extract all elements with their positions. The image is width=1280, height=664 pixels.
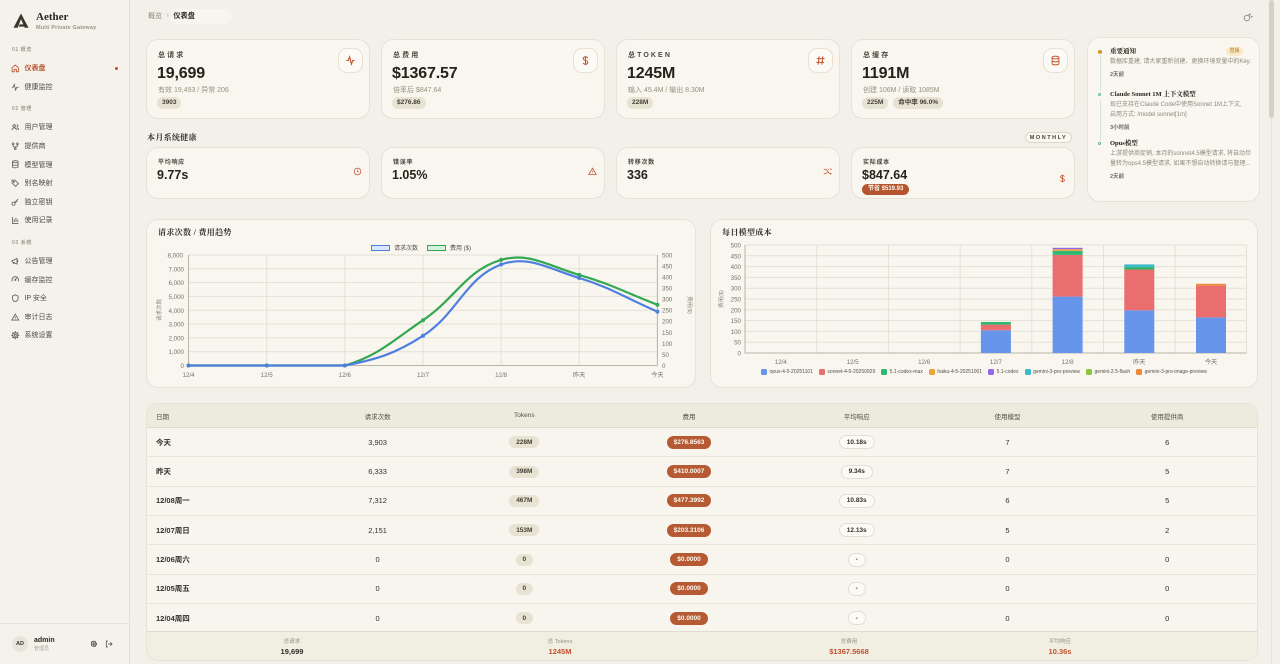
svg-text:4,000: 4,000 <box>169 308 185 315</box>
svg-text:6,000: 6,000 <box>169 280 185 287</box>
svg-text:200: 200 <box>662 319 673 326</box>
svg-text:0: 0 <box>662 363 666 370</box>
svg-text:400: 400 <box>662 275 673 282</box>
svg-text:500: 500 <box>662 253 673 260</box>
svg-text:12/7: 12/7 <box>417 372 430 379</box>
svg-text:0: 0 <box>738 351 742 358</box>
svg-text:250: 250 <box>731 297 742 304</box>
svg-text:500: 500 <box>731 243 742 250</box>
svg-text:昨天: 昨天 <box>1133 358 1145 366</box>
svg-text:8,000: 8,000 <box>168 253 184 260</box>
svg-text:今天: 今天 <box>1205 358 1217 366</box>
svg-text:50: 50 <box>662 352 669 359</box>
svg-text:费用($): 费用($) <box>717 290 725 308</box>
svg-text:150: 150 <box>731 318 742 325</box>
svg-text:请求次数: 请求次数 <box>155 299 163 322</box>
svg-text:450: 450 <box>731 253 742 260</box>
svg-text:100: 100 <box>662 341 673 348</box>
svg-text:300: 300 <box>731 286 742 293</box>
svg-text:350: 350 <box>731 275 742 282</box>
svg-text:12/6: 12/6 <box>339 372 352 379</box>
svg-text:100: 100 <box>731 329 742 336</box>
svg-text:3,000: 3,000 <box>169 322 185 329</box>
svg-text:200: 200 <box>731 307 742 314</box>
svg-text:12/8: 12/8 <box>495 372 508 379</box>
svg-text:7,000: 7,000 <box>169 266 185 273</box>
svg-text:1,000: 1,000 <box>169 349 185 356</box>
svg-text:费用($): 费用($) <box>686 296 694 314</box>
svg-text:昨天: 昨天 <box>573 371 585 379</box>
svg-text:50: 50 <box>734 340 741 347</box>
svg-text:12/5: 12/5 <box>846 359 859 366</box>
svg-text:今天: 今天 <box>651 371 663 379</box>
svg-text:300: 300 <box>662 297 673 304</box>
svg-text:400: 400 <box>731 264 742 271</box>
svg-text:350: 350 <box>662 286 673 293</box>
svg-text:12/8: 12/8 <box>1062 359 1075 366</box>
svg-text:12/4: 12/4 <box>182 372 195 379</box>
svg-text:250: 250 <box>662 308 673 315</box>
svg-text:150: 150 <box>662 330 673 337</box>
svg-text:0: 0 <box>181 363 185 370</box>
svg-text:12/7: 12/7 <box>990 359 1003 366</box>
svg-text:12/5: 12/5 <box>261 372 274 379</box>
svg-text:5,000: 5,000 <box>169 294 185 301</box>
svg-text:12/4: 12/4 <box>775 359 788 366</box>
svg-text:12/6: 12/6 <box>918 359 931 366</box>
svg-text:2,000: 2,000 <box>169 335 185 342</box>
svg-text:450: 450 <box>662 264 673 271</box>
